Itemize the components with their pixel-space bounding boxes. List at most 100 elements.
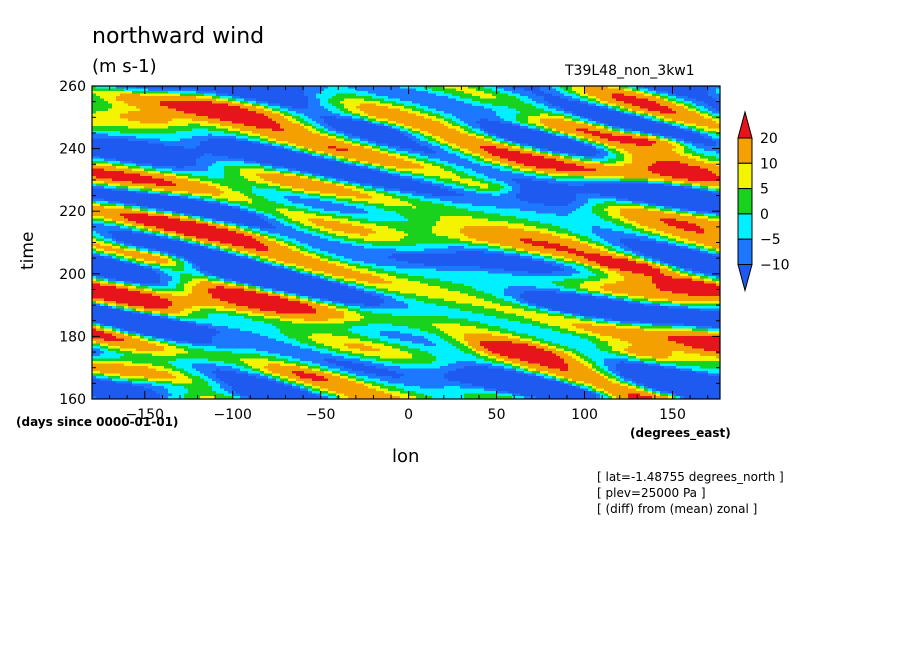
field-cell xyxy=(400,153,409,157)
field-cell xyxy=(476,351,485,355)
field-cell xyxy=(652,278,693,282)
field-cell xyxy=(176,341,189,345)
field-cell xyxy=(592,383,621,387)
field-cell xyxy=(280,376,289,380)
field-cell xyxy=(576,331,593,335)
field-cell xyxy=(440,143,449,147)
field-cell xyxy=(412,101,465,105)
field-cell xyxy=(556,378,561,382)
field-cell xyxy=(408,156,417,160)
field-cell xyxy=(308,98,321,102)
field-cell xyxy=(416,156,429,160)
field-cell xyxy=(360,348,381,352)
field-cell xyxy=(708,218,720,222)
field-cell xyxy=(200,241,205,245)
field-cell xyxy=(260,231,269,235)
field-cell xyxy=(684,128,693,132)
field-cell xyxy=(572,118,581,122)
field-cell xyxy=(644,256,653,260)
field-cell xyxy=(696,241,720,245)
field-cell xyxy=(224,131,241,135)
field-cell xyxy=(332,216,353,220)
field-cell xyxy=(292,371,305,375)
field-cell xyxy=(344,276,381,280)
field-cell xyxy=(408,131,413,135)
field-cell xyxy=(388,143,421,147)
field-cell xyxy=(416,243,469,247)
field-cell xyxy=(600,236,649,240)
field-cell xyxy=(392,196,409,200)
field-cell xyxy=(260,138,269,142)
field-cell xyxy=(512,188,521,192)
field-cell xyxy=(432,118,445,122)
field-cell xyxy=(188,123,201,127)
field-cell xyxy=(172,373,185,377)
field-cell xyxy=(600,193,720,197)
field-cell xyxy=(316,96,333,100)
field-cell xyxy=(644,383,720,387)
field-cell xyxy=(516,313,549,317)
field-cell xyxy=(148,366,165,370)
field-cell xyxy=(552,103,589,107)
field-cell xyxy=(180,278,193,282)
field-cell xyxy=(540,326,561,330)
field-cell xyxy=(236,391,309,395)
field-cell xyxy=(672,206,720,210)
field-cell xyxy=(544,103,553,107)
field-cell xyxy=(668,106,685,110)
field-cell xyxy=(496,133,553,137)
field-cell xyxy=(436,108,493,112)
field-cell xyxy=(92,166,117,170)
field-cell xyxy=(388,146,401,150)
field-cell xyxy=(676,393,720,397)
field-cell xyxy=(536,306,545,310)
field-cell xyxy=(292,241,301,245)
field-cell xyxy=(516,181,549,185)
field-cell xyxy=(584,156,605,160)
field-cell xyxy=(580,93,589,97)
field-cell xyxy=(708,251,717,255)
field-cell xyxy=(412,178,425,182)
field-cell xyxy=(636,111,645,115)
field-cell xyxy=(484,156,501,160)
field-cell xyxy=(364,288,377,292)
field-cell xyxy=(352,133,405,137)
field-cell xyxy=(452,146,461,150)
field-cell xyxy=(264,113,281,117)
field-cell xyxy=(360,358,377,362)
field-cell xyxy=(712,96,720,100)
field-cell xyxy=(656,116,665,120)
field-cell xyxy=(580,313,720,317)
field-cell xyxy=(324,88,357,92)
field-cell xyxy=(360,306,409,310)
field-cell xyxy=(236,251,241,255)
field-cell xyxy=(208,381,217,385)
field-cell xyxy=(132,281,161,285)
field-cell xyxy=(520,146,525,150)
field-cell xyxy=(332,201,349,205)
field-cell xyxy=(240,128,273,132)
field-cell xyxy=(108,346,121,350)
field-cell xyxy=(680,271,689,275)
field-cell xyxy=(148,208,157,212)
field-cell xyxy=(688,208,720,212)
field-cell xyxy=(520,363,541,367)
field-cell xyxy=(452,148,461,152)
field-cell xyxy=(488,131,545,135)
field-cell xyxy=(324,343,345,347)
field-cell xyxy=(96,323,101,327)
field-cell xyxy=(324,118,353,122)
field-cell xyxy=(424,301,457,305)
field-cell xyxy=(248,138,261,142)
field-cell xyxy=(376,93,437,97)
field-cell xyxy=(308,271,313,275)
field-cell xyxy=(188,258,253,262)
field-cell xyxy=(584,86,609,90)
field-cell xyxy=(516,331,561,335)
field-cell xyxy=(316,223,353,227)
field-cell xyxy=(192,128,209,132)
field-cell xyxy=(596,363,605,367)
field-cell xyxy=(512,171,525,175)
field-cell xyxy=(232,243,265,247)
field-cell xyxy=(204,241,221,245)
